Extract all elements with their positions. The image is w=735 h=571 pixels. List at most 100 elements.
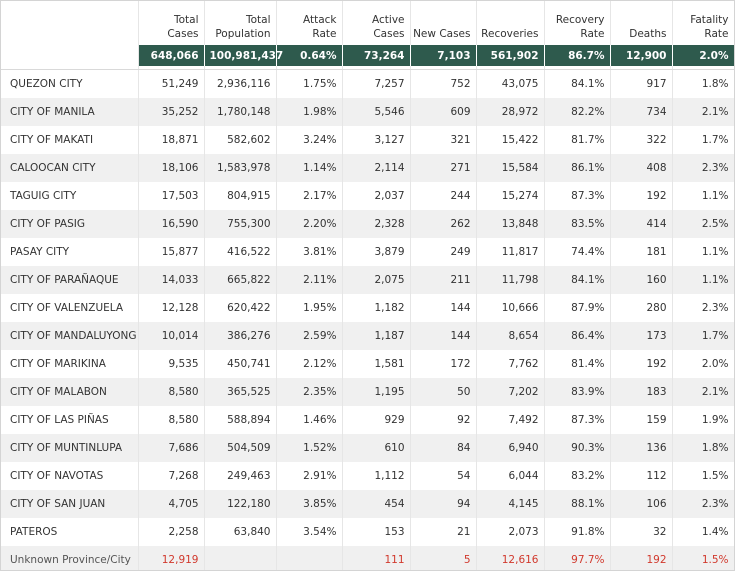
table-cell[interactable]: 159 (610, 405, 673, 434)
row-label[interactable]: CITY OF NAVOTAS (1, 461, 139, 490)
table-cell[interactable]: 14,033 (138, 265, 205, 294)
table-cell[interactable]: 249 (410, 237, 477, 266)
table-cell[interactable]: 15,877 (138, 237, 205, 266)
table-cell[interactable]: 172 (410, 349, 477, 378)
table-cell[interactable]: 82.2% (544, 97, 611, 126)
table-cell[interactable]: 1,195 (342, 377, 411, 406)
table-cell[interactable]: 2.17% (276, 181, 343, 210)
table-cell[interactable]: 1.5% (672, 461, 734, 490)
table-cell[interactable]: 4,145 (476, 489, 545, 518)
table-cell[interactable]: 1.1% (672, 237, 734, 266)
row-label[interactable]: PATEROS (1, 517, 139, 546)
table-cell[interactable]: 12,128 (138, 293, 205, 322)
table-cell[interactable]: 144 (410, 321, 477, 350)
table-cell[interactable]: 81.4% (544, 349, 611, 378)
row-label[interactable]: PASAY CITY (1, 237, 139, 266)
table-cell[interactable]: 74.4% (544, 237, 611, 266)
table-cell[interactable]: 1.7% (672, 321, 734, 350)
table-cell[interactable]: 1.9% (672, 405, 734, 434)
col-header-recoveries[interactable]: Recoveries (476, 1, 545, 45)
table-cell[interactable]: 588,894 (204, 405, 277, 434)
table-cell[interactable]: 11,817 (476, 237, 545, 266)
table-cell[interactable]: 408 (610, 153, 673, 182)
table-row[interactable]: CITY OF PARAÑAQUE 14,033 665,822 2.11% 2,075… (1, 265, 734, 294)
table-cell[interactable]: 160 (610, 265, 673, 294)
table-cell[interactable]: 84.1% (544, 69, 611, 98)
row-label[interactable]: CITY OF MAKATI (1, 125, 139, 154)
table-cell[interactable]: 35,252 (138, 97, 205, 126)
table-cell[interactable]: 15,584 (476, 153, 545, 182)
table-cell[interactable]: 3.85% (276, 489, 343, 518)
table-cell[interactable]: 83.2% (544, 461, 611, 490)
table-cell[interactable]: 2.3% (672, 293, 734, 322)
table-row[interactable]: PASAY CITY 15,877 416,522 3.81% 3,879 249 11,8… (1, 237, 734, 266)
table-cell[interactable]: 63,840 (204, 517, 277, 546)
total-cell[interactable]: 7,103 (410, 45, 477, 66)
table-cell[interactable]: 88.1% (544, 489, 611, 518)
row-label[interactable]: Unknown Province/City (1, 545, 139, 570)
table-cell[interactable]: 81.7% (544, 125, 611, 154)
table-cell[interactable]: 2.1% (672, 377, 734, 406)
table-cell[interactable]: 54 (410, 461, 477, 490)
table-cell[interactable]: 2,258 (138, 517, 205, 546)
col-header-total-cases[interactable]: Total Cases (138, 1, 205, 45)
table-cell[interactable]: 917 (610, 69, 673, 98)
table-cell[interactable]: 620,422 (204, 293, 277, 322)
table-cell[interactable]: 609 (410, 97, 477, 126)
table-cell[interactable]: 15,274 (476, 181, 545, 210)
table-row[interactable]: CITY OF NAVOTAS 7,268 249,463 2.91% 1,112 54 6… (1, 461, 734, 490)
table-cell[interactable]: 7,257 (342, 69, 411, 98)
table-cell[interactable]: 84.1% (544, 265, 611, 294)
table-row[interactable]: CITY OF SAN JUAN 4,705 122,180 3.85% 454 94 4,… (1, 489, 734, 518)
table-cell[interactable]: 1.75% (276, 69, 343, 98)
table-cell[interactable]: 2.11% (276, 265, 343, 294)
table-cell[interactable]: 610 (342, 433, 411, 462)
table-cell[interactable]: 929 (342, 405, 411, 434)
table-cell[interactable]: 7,268 (138, 461, 205, 490)
table-cell[interactable]: 3.24% (276, 125, 343, 154)
table-cell[interactable]: 86.1% (544, 153, 611, 182)
table-cell[interactable]: 2.35% (276, 377, 343, 406)
row-label[interactable]: CITY OF MANDALUYONG (1, 321, 139, 350)
table-cell[interactable]: 7,686 (138, 433, 205, 462)
table-cell[interactable]: 192 (610, 181, 673, 210)
col-header-recovery-rate[interactable]: Recovery Rate (544, 1, 611, 45)
table-cell[interactable]: 86.4% (544, 321, 611, 350)
table-cell[interactable]: 32 (610, 517, 673, 546)
table-cell[interactable]: 51,249 (138, 69, 205, 98)
col-header-active-cases[interactable]: Active Cases (342, 1, 411, 45)
table-cell[interactable]: 734 (610, 97, 673, 126)
table-cell[interactable]: 13,848 (476, 209, 545, 238)
table-cell[interactable]: 2,936,116 (204, 69, 277, 98)
table-cell[interactable]: 1,182 (342, 293, 411, 322)
table-cell[interactable]: 2,073 (476, 517, 545, 546)
table-cell[interactable]: 2.3% (672, 153, 734, 182)
table-cell[interactable]: 83.9% (544, 377, 611, 406)
row-label[interactable]: CALOOCAN CITY (1, 153, 139, 182)
table-cell[interactable]: 15,422 (476, 125, 545, 154)
table-cell[interactable]: 91.8% (544, 517, 611, 546)
table-cell[interactable]: 84 (410, 433, 477, 462)
table-cell[interactable]: 28,972 (476, 97, 545, 126)
table-row[interactable]: CALOOCAN CITY 18,106 1,583,978 1.14% 2,114 27… (1, 153, 734, 182)
table-cell[interactable]: 582,602 (204, 125, 277, 154)
table-row[interactable]: QUEZON CITY 51,249 2,936,116 1.75% 7,257 752 4… (1, 69, 734, 98)
table-cell[interactable]: 192 (610, 545, 673, 570)
table-row[interactable]: CITY OF MAKATI 18,871 582,602 3.24% 3,127 321… (1, 125, 734, 154)
table-cell[interactable]: 1.4% (672, 517, 734, 546)
table-cell[interactable]: 2.1% (672, 97, 734, 126)
table-cell[interactable]: 90.3% (544, 433, 611, 462)
table-cell[interactable]: 1.5% (672, 545, 734, 570)
col-header-attack-rate[interactable]: Attack Rate (276, 1, 343, 45)
row-label[interactable]: CITY OF SAN JUAN (1, 489, 139, 518)
table-cell[interactable]: 262 (410, 209, 477, 238)
col-header-fatality-rate[interactable]: Fatality Rate (672, 1, 734, 45)
table-cell[interactable]: 153 (342, 517, 411, 546)
table-cell[interactable]: 1.95% (276, 293, 343, 322)
table-cell[interactable]: 83.5% (544, 209, 611, 238)
total-cell[interactable]: 0.64% (276, 45, 343, 66)
table-cell[interactable]: 8,654 (476, 321, 545, 350)
table-cell[interactable]: 16,590 (138, 209, 205, 238)
total-cell[interactable]: 2.0% (672, 45, 734, 66)
table-cell[interactable]: 5,546 (342, 97, 411, 126)
